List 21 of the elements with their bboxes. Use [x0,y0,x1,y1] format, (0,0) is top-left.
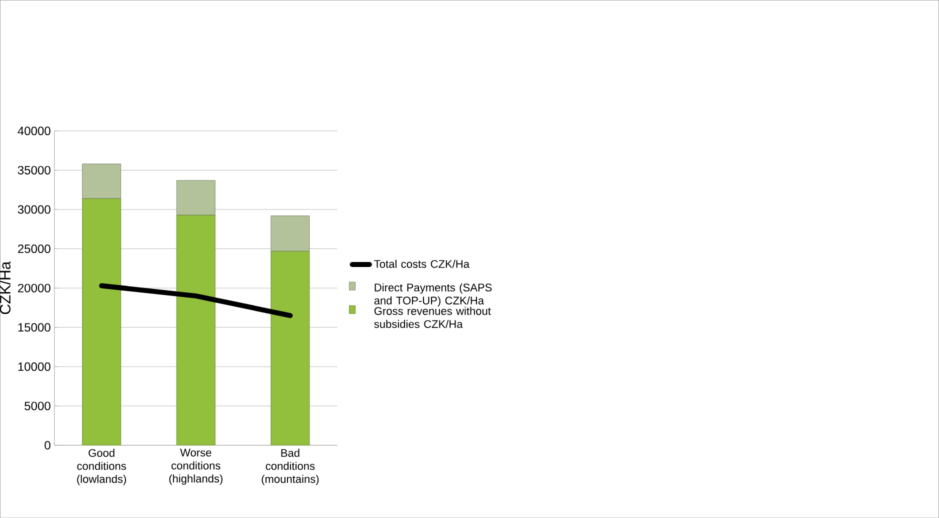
y-tick-label: 5000 [24,402,50,410]
x-tick-label: Bad conditions (mountains) [262,448,319,486]
legend-label: Gross revenues without subsidies CZK/Ha [374,306,491,328]
y-tick-label: 15000 [18,323,50,332]
y-tick-label: 10000 [18,362,50,371]
legend-label: Total costs CZK/Ha [374,260,470,268]
y-tick-label: 35000 [18,166,50,174]
y-tick-label: 25000 [18,244,50,253]
bar [82,164,122,199]
bar [270,250,310,446]
x-tick-label: Worse conditions (highlands) [169,448,222,485]
y-tick-label: 30000 [18,205,50,214]
y-tick-label: 20000 [18,284,50,292]
x-tick-label: Good conditions (lowlands) [77,448,126,486]
y-tick-label: 40000 [18,126,50,136]
bar [82,198,122,446]
bar [176,214,216,446]
y-tick-label: 0 [44,440,50,450]
legend-label: Direct Payments (SAPS and TOP-UP) CZK/Ha [374,283,492,307]
bar [270,215,310,252]
bar [176,180,216,216]
